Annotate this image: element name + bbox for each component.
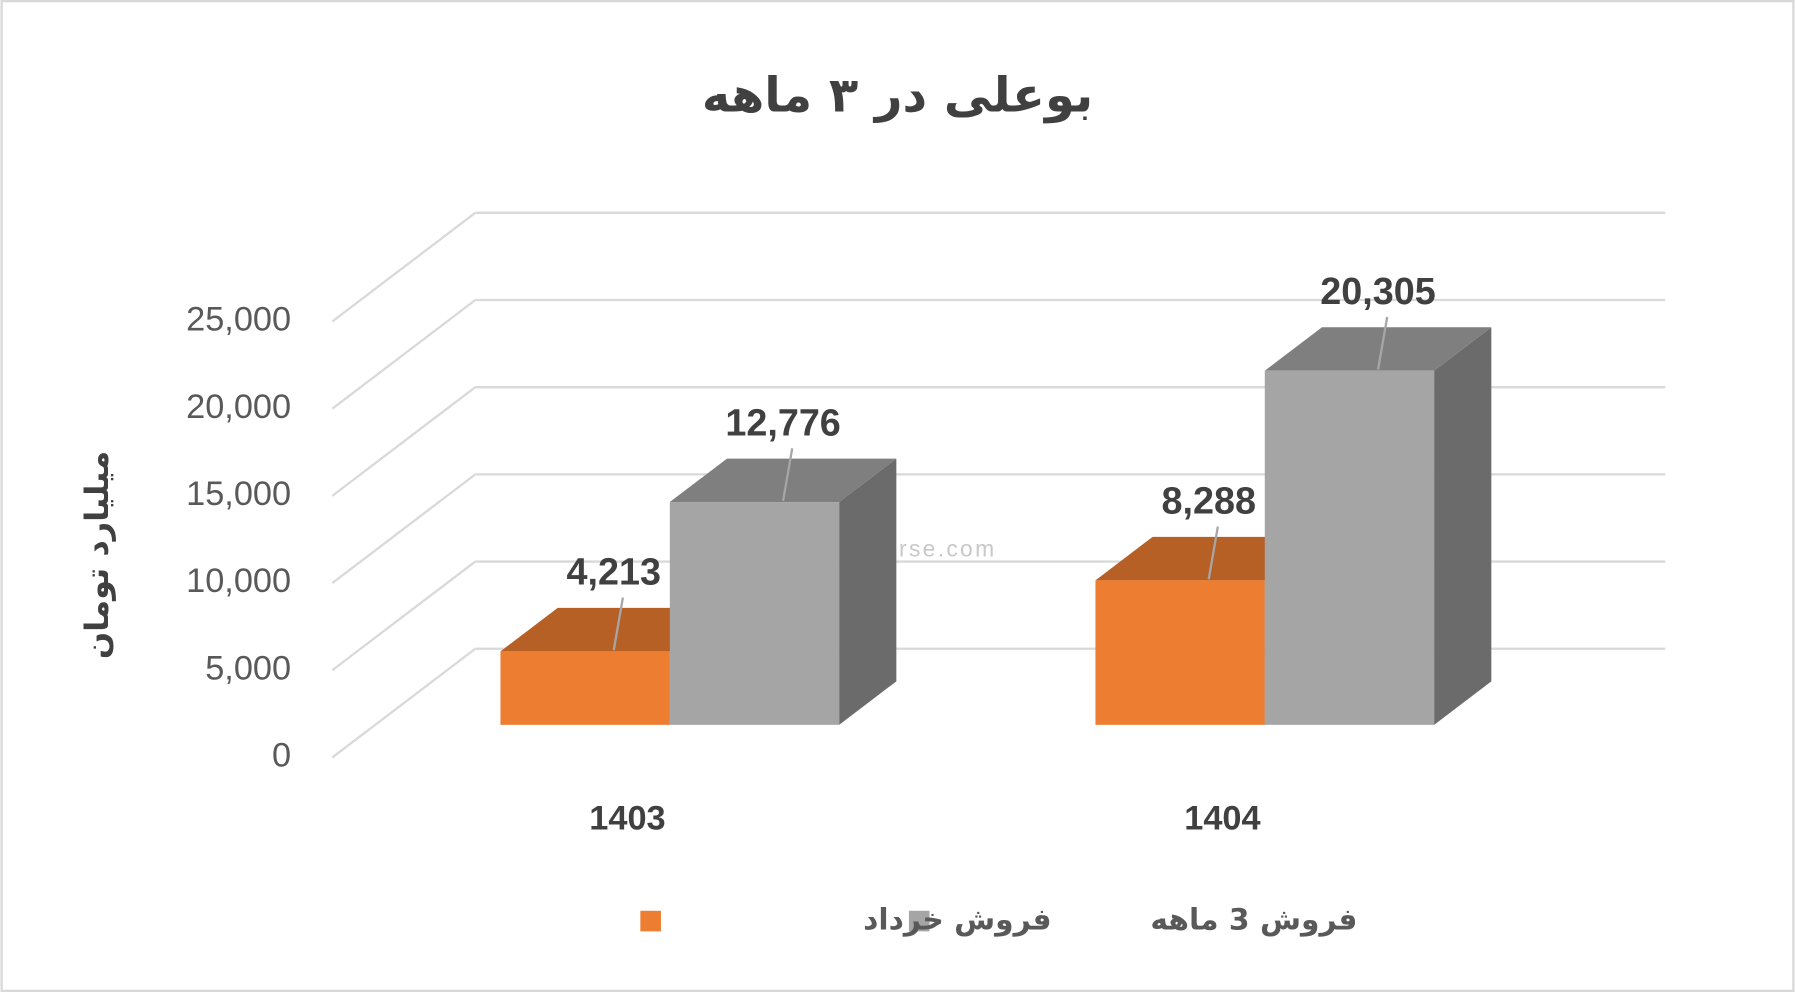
value-label: 4,213 xyxy=(567,551,661,593)
legend-label: فروش خرداد xyxy=(863,903,1051,938)
grid-diagonal xyxy=(331,647,476,759)
bar xyxy=(669,458,897,725)
bar-top xyxy=(1264,327,1492,371)
grid-diagonal xyxy=(331,386,476,497)
x-tick-label: 1404 xyxy=(1184,799,1260,837)
legend-swatch xyxy=(640,910,661,932)
grid-diagonal xyxy=(331,473,476,584)
value-label: 8,288 xyxy=(1161,480,1255,522)
legend-swatch xyxy=(908,910,930,932)
value-label: 20,305 xyxy=(1320,270,1435,312)
bar-side xyxy=(839,458,897,725)
value-label: 12,776 xyxy=(725,401,840,443)
grid-diagonal xyxy=(331,560,476,672)
chart-title: بوعلی در ۳ ماهه xyxy=(702,67,1093,123)
bar-side xyxy=(1434,327,1492,725)
y-tick-label: 10,000 xyxy=(186,562,291,600)
y-axis-label: میلیارد تومان xyxy=(78,451,116,659)
bar-front xyxy=(500,651,670,725)
y-tick-label: 5,000 xyxy=(205,649,291,687)
legend-label: فروش 3 ماهه xyxy=(1150,903,1357,938)
leader-line xyxy=(612,597,625,651)
grid-diagonal xyxy=(331,299,476,410)
bar-front xyxy=(669,502,840,725)
y-tick-label: 15,000 xyxy=(186,475,291,513)
bar-front xyxy=(1264,370,1435,725)
leader-line xyxy=(1376,316,1389,370)
bar-top xyxy=(669,458,897,503)
bar-front xyxy=(1095,580,1265,725)
bar xyxy=(1264,327,1492,725)
y-tick-label: 25,000 xyxy=(186,301,291,339)
leader-line xyxy=(781,448,794,502)
x-tick-label: 1403 xyxy=(589,799,665,837)
y-tick-label: 0 xyxy=(272,737,291,775)
y-tick-label: 20,000 xyxy=(186,388,291,426)
grid-diagonal xyxy=(331,211,476,323)
leader-line xyxy=(1207,526,1219,580)
